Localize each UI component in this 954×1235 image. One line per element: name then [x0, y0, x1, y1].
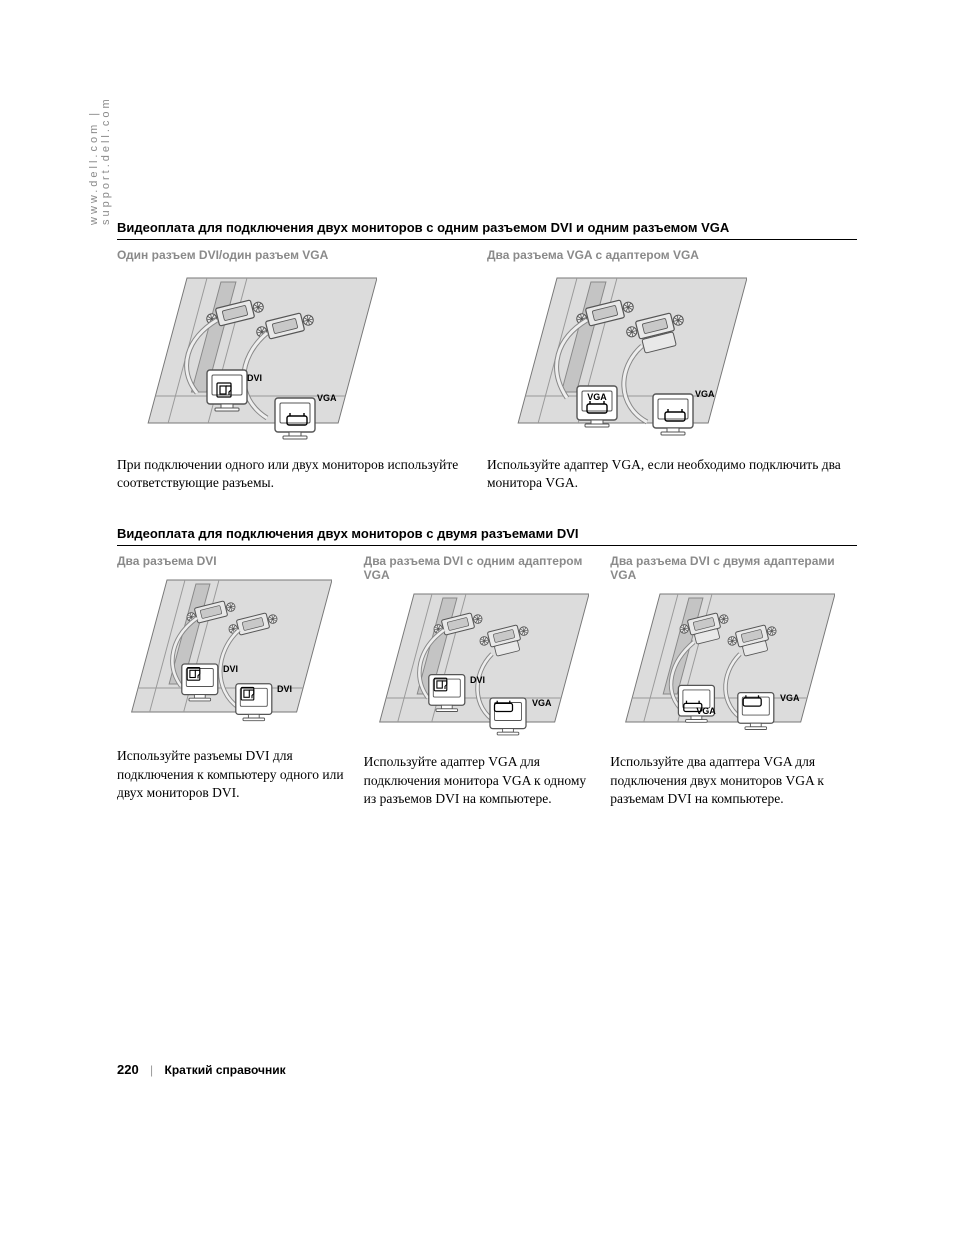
label-dvi-a: DVI: [223, 664, 238, 674]
page-number: 220: [117, 1062, 139, 1077]
label-dvi: DVI: [247, 373, 262, 383]
sidebar-url: www.dell.com | support.dell.com: [88, 5, 112, 225]
section2-col2-caption: Используйте адаптер VGA для подключения …: [364, 753, 601, 808]
section2-col1-subtitle: Два разъема DVI: [117, 554, 354, 568]
section1-right: Два разъема VGA с адаптером VGA: [487, 248, 857, 492]
main-content: Видеоплата для подключения двух мониторо…: [117, 220, 857, 808]
diagram-dvi-dvi: DVI DVI: [117, 574, 354, 739]
section1-left-subtitle: Один разъем DVI/один разъем VGA: [117, 248, 487, 262]
section1-right-caption: Используйте адаптер VGA, если необходимо…: [487, 456, 857, 492]
label-vga-b: VGA: [695, 389, 715, 399]
footer-title: Краткий справочник: [165, 1063, 286, 1077]
page-footer: 220 | Краткий справочник: [117, 1062, 286, 1077]
section2-col2: Два разъема DVI с одним адаптером VGA: [364, 554, 611, 808]
diagram-dvi-vga: DVI VGA: [117, 268, 487, 448]
label-vga: VGA: [317, 393, 337, 403]
section2-col3-caption: Используйте два адаптера VGA для подключ…: [610, 753, 847, 808]
label-dvi-2a: DVI: [470, 675, 485, 685]
section2-col3: Два разъема DVI с двумя адаптерами VGA: [610, 554, 857, 808]
diagram-dvi-vga-adapter: DVI VGA: [364, 590, 601, 745]
label-vga-a: VGA: [587, 392, 607, 402]
footer-separator: |: [150, 1063, 153, 1077]
section1-left: Один разъем DVI/один разъем VGA: [117, 248, 487, 492]
section2-col1-caption: Используйте разъемы DVI для подключения …: [117, 747, 354, 802]
label-vga-3b: VGA: [780, 693, 800, 703]
section1-title: Видеоплата для подключения двух мониторо…: [117, 220, 857, 240]
label-dvi-b: DVI: [277, 684, 292, 694]
section2-col3-subtitle: Два разъема DVI с двумя адаптерами VGA: [610, 554, 847, 584]
diagram-vga-vga: VGA VGA: [487, 268, 857, 448]
section1-right-subtitle: Два разъема VGA с адаптером VGA: [487, 248, 857, 262]
section2-title: Видеоплата для подключения двух мониторо…: [117, 526, 857, 546]
section1-left-caption: При подключении одного или двух мониторо…: [117, 456, 487, 492]
section2-col2-subtitle: Два разъема DVI с одним адаптером VGA: [364, 554, 601, 584]
section2-col1: Два разъема DVI: [117, 554, 364, 808]
label-vga-2b: VGA: [532, 698, 552, 708]
diagram-vga-vga-two-adapters: VGA VGA: [610, 590, 847, 745]
